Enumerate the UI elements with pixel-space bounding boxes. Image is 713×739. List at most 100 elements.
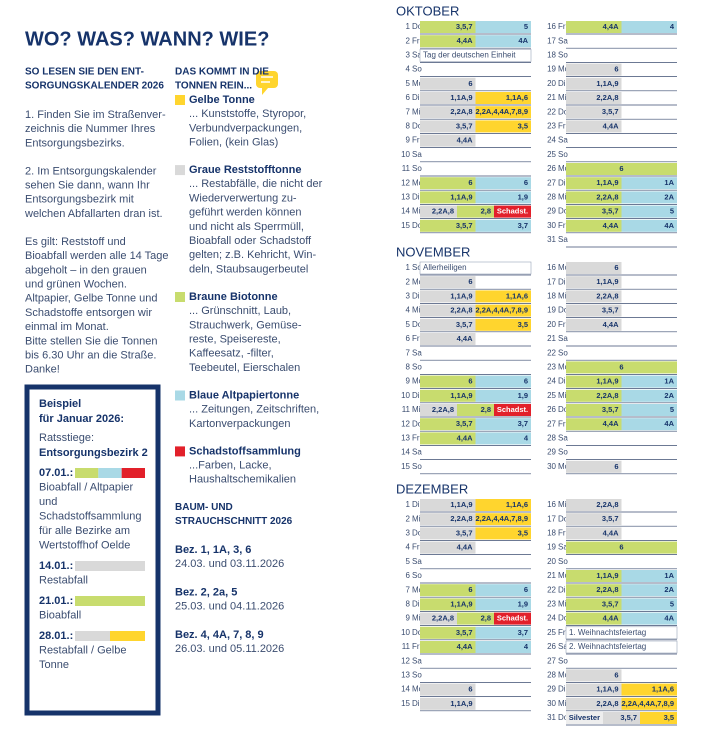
- legend-swatch: [175, 446, 185, 457]
- day-number: 12: [401, 656, 410, 665]
- pickup-cell: [475, 418, 531, 431]
- pickup-cell: [475, 375, 531, 388]
- paragraph-line: abgeholt – in den grauen: [25, 264, 147, 276]
- pickup-label: 3,5,7: [602, 207, 619, 216]
- day-number: 23: [547, 122, 556, 131]
- pickup-label: 2,2A,8: [596, 93, 618, 102]
- day-number: 25: [547, 628, 556, 637]
- pickup-label: 3,7: [518, 419, 528, 428]
- weekday: So: [412, 263, 422, 272]
- legend-title: Schadstoffsammlung: [189, 445, 301, 457]
- pickup-cell: [475, 21, 531, 33]
- pickup-cell: [420, 541, 476, 554]
- example-bar: [75, 631, 110, 641]
- weekday: Mi: [412, 405, 421, 414]
- pickup-label: 3,5,7: [456, 221, 473, 230]
- day-number: 27: [547, 419, 556, 428]
- pickup-label: 4,4A: [603, 528, 619, 537]
- pickup-label: 6: [468, 585, 472, 594]
- pickup-label: 3,5: [518, 528, 528, 537]
- pickup-cell: [621, 205, 677, 218]
- example-line: für alle Bezirke am: [39, 525, 130, 537]
- pickup-label: Schadst.: [497, 207, 528, 216]
- pickup-cell: [494, 404, 531, 416]
- pickup-cell: [566, 205, 622, 218]
- pickup-label: 1,1A,9: [596, 571, 618, 580]
- paragraph-line: welchen Abfallarten dran ist.: [24, 208, 163, 220]
- pickup-cell: [566, 669, 622, 682]
- day-number: 9: [406, 614, 411, 623]
- weekday: Do: [558, 514, 569, 523]
- pickup-cell: [420, 598, 476, 611]
- day-number: 22: [547, 585, 556, 594]
- day-number: 12: [401, 178, 410, 187]
- day-number: 22: [547, 348, 556, 357]
- day-number: 4: [406, 543, 411, 552]
- day-number: 7: [406, 348, 411, 357]
- day-number: 8: [406, 122, 411, 131]
- weekday: Mi: [412, 107, 421, 116]
- pickup-cell: [566, 177, 622, 190]
- legend-swatch: [175, 95, 185, 105]
- pickup-cell: [420, 304, 476, 317]
- day-number: 7: [406, 585, 411, 594]
- pickup-cell: [475, 527, 531, 540]
- weekday: Do: [558, 107, 569, 116]
- pickup-label: 5: [670, 599, 674, 608]
- day-number: 11: [402, 642, 411, 651]
- legend-line: ... Grünschnitt, Laub,: [189, 305, 291, 317]
- paragraph-line: und grünen Wochen.: [25, 279, 127, 291]
- pickup-label: 1,1A,9: [450, 93, 472, 102]
- pickup-cell: [621, 177, 677, 190]
- weekday: Mi: [558, 292, 567, 301]
- legend-line: Haushaltschemikalien: [189, 474, 296, 486]
- day-number: 1: [406, 500, 411, 509]
- day-number: 26: [547, 164, 556, 173]
- example-bar: [75, 468, 99, 478]
- weekday: Mi: [558, 699, 567, 708]
- example-line: Wertstoffhof Oelde: [39, 539, 130, 551]
- pickup-cell: [475, 432, 531, 445]
- day-number: 3: [406, 529, 411, 538]
- weekday: Mi: [558, 500, 567, 509]
- paragraph-line: Danke!: [25, 364, 60, 376]
- pickup-cell: [475, 290, 531, 303]
- pickup-label: 5: [670, 207, 674, 216]
- pickup-cell: [420, 612, 457, 625]
- holiday-box: [419, 49, 532, 62]
- cut-district: Bez. 1, 1A, 3, 6: [175, 544, 251, 556]
- example-title: Beispiel: [39, 398, 81, 410]
- weekday: Mi: [558, 193, 567, 202]
- day-number: 26: [547, 642, 556, 651]
- weekday: Mo: [558, 164, 570, 173]
- weekday: Sa: [412, 656, 422, 665]
- day-number: 24: [547, 614, 556, 623]
- legend-heading: DAS KOMMT IN DIE: [175, 67, 269, 78]
- weekday: Mi: [558, 391, 567, 400]
- pickup-cell: [566, 389, 622, 402]
- pickup-cell: [566, 262, 622, 274]
- month-title: OKTOBER: [396, 3, 459, 18]
- pickup-label: 1,9: [518, 391, 528, 400]
- legend-swatch: [175, 292, 185, 302]
- weekday: Mo: [412, 377, 424, 386]
- pickup-cell: [420, 191, 476, 204]
- weekday: Do: [412, 419, 423, 428]
- pickup-cell: [420, 527, 476, 540]
- holiday-box: [419, 261, 532, 275]
- day-number: 8: [406, 363, 411, 372]
- weekday: Do: [558, 306, 569, 315]
- legend-heading: TONNEN REIN...: [175, 81, 252, 92]
- example-bar: [75, 596, 145, 606]
- day-number: 3: [406, 51, 411, 60]
- pickup-label: 4,4A: [457, 543, 473, 552]
- weekday: Do: [558, 614, 569, 623]
- pickup-label: 2,2A,4,4A,7,8,9: [475, 514, 528, 523]
- weekday: Sa: [558, 36, 568, 45]
- weekday: Mo: [412, 685, 424, 694]
- pickup-label: 2,2A,8: [596, 699, 618, 708]
- pickup-cell: [566, 499, 622, 511]
- weekday: Mi: [412, 514, 421, 523]
- pickup-label: 2A: [664, 192, 674, 201]
